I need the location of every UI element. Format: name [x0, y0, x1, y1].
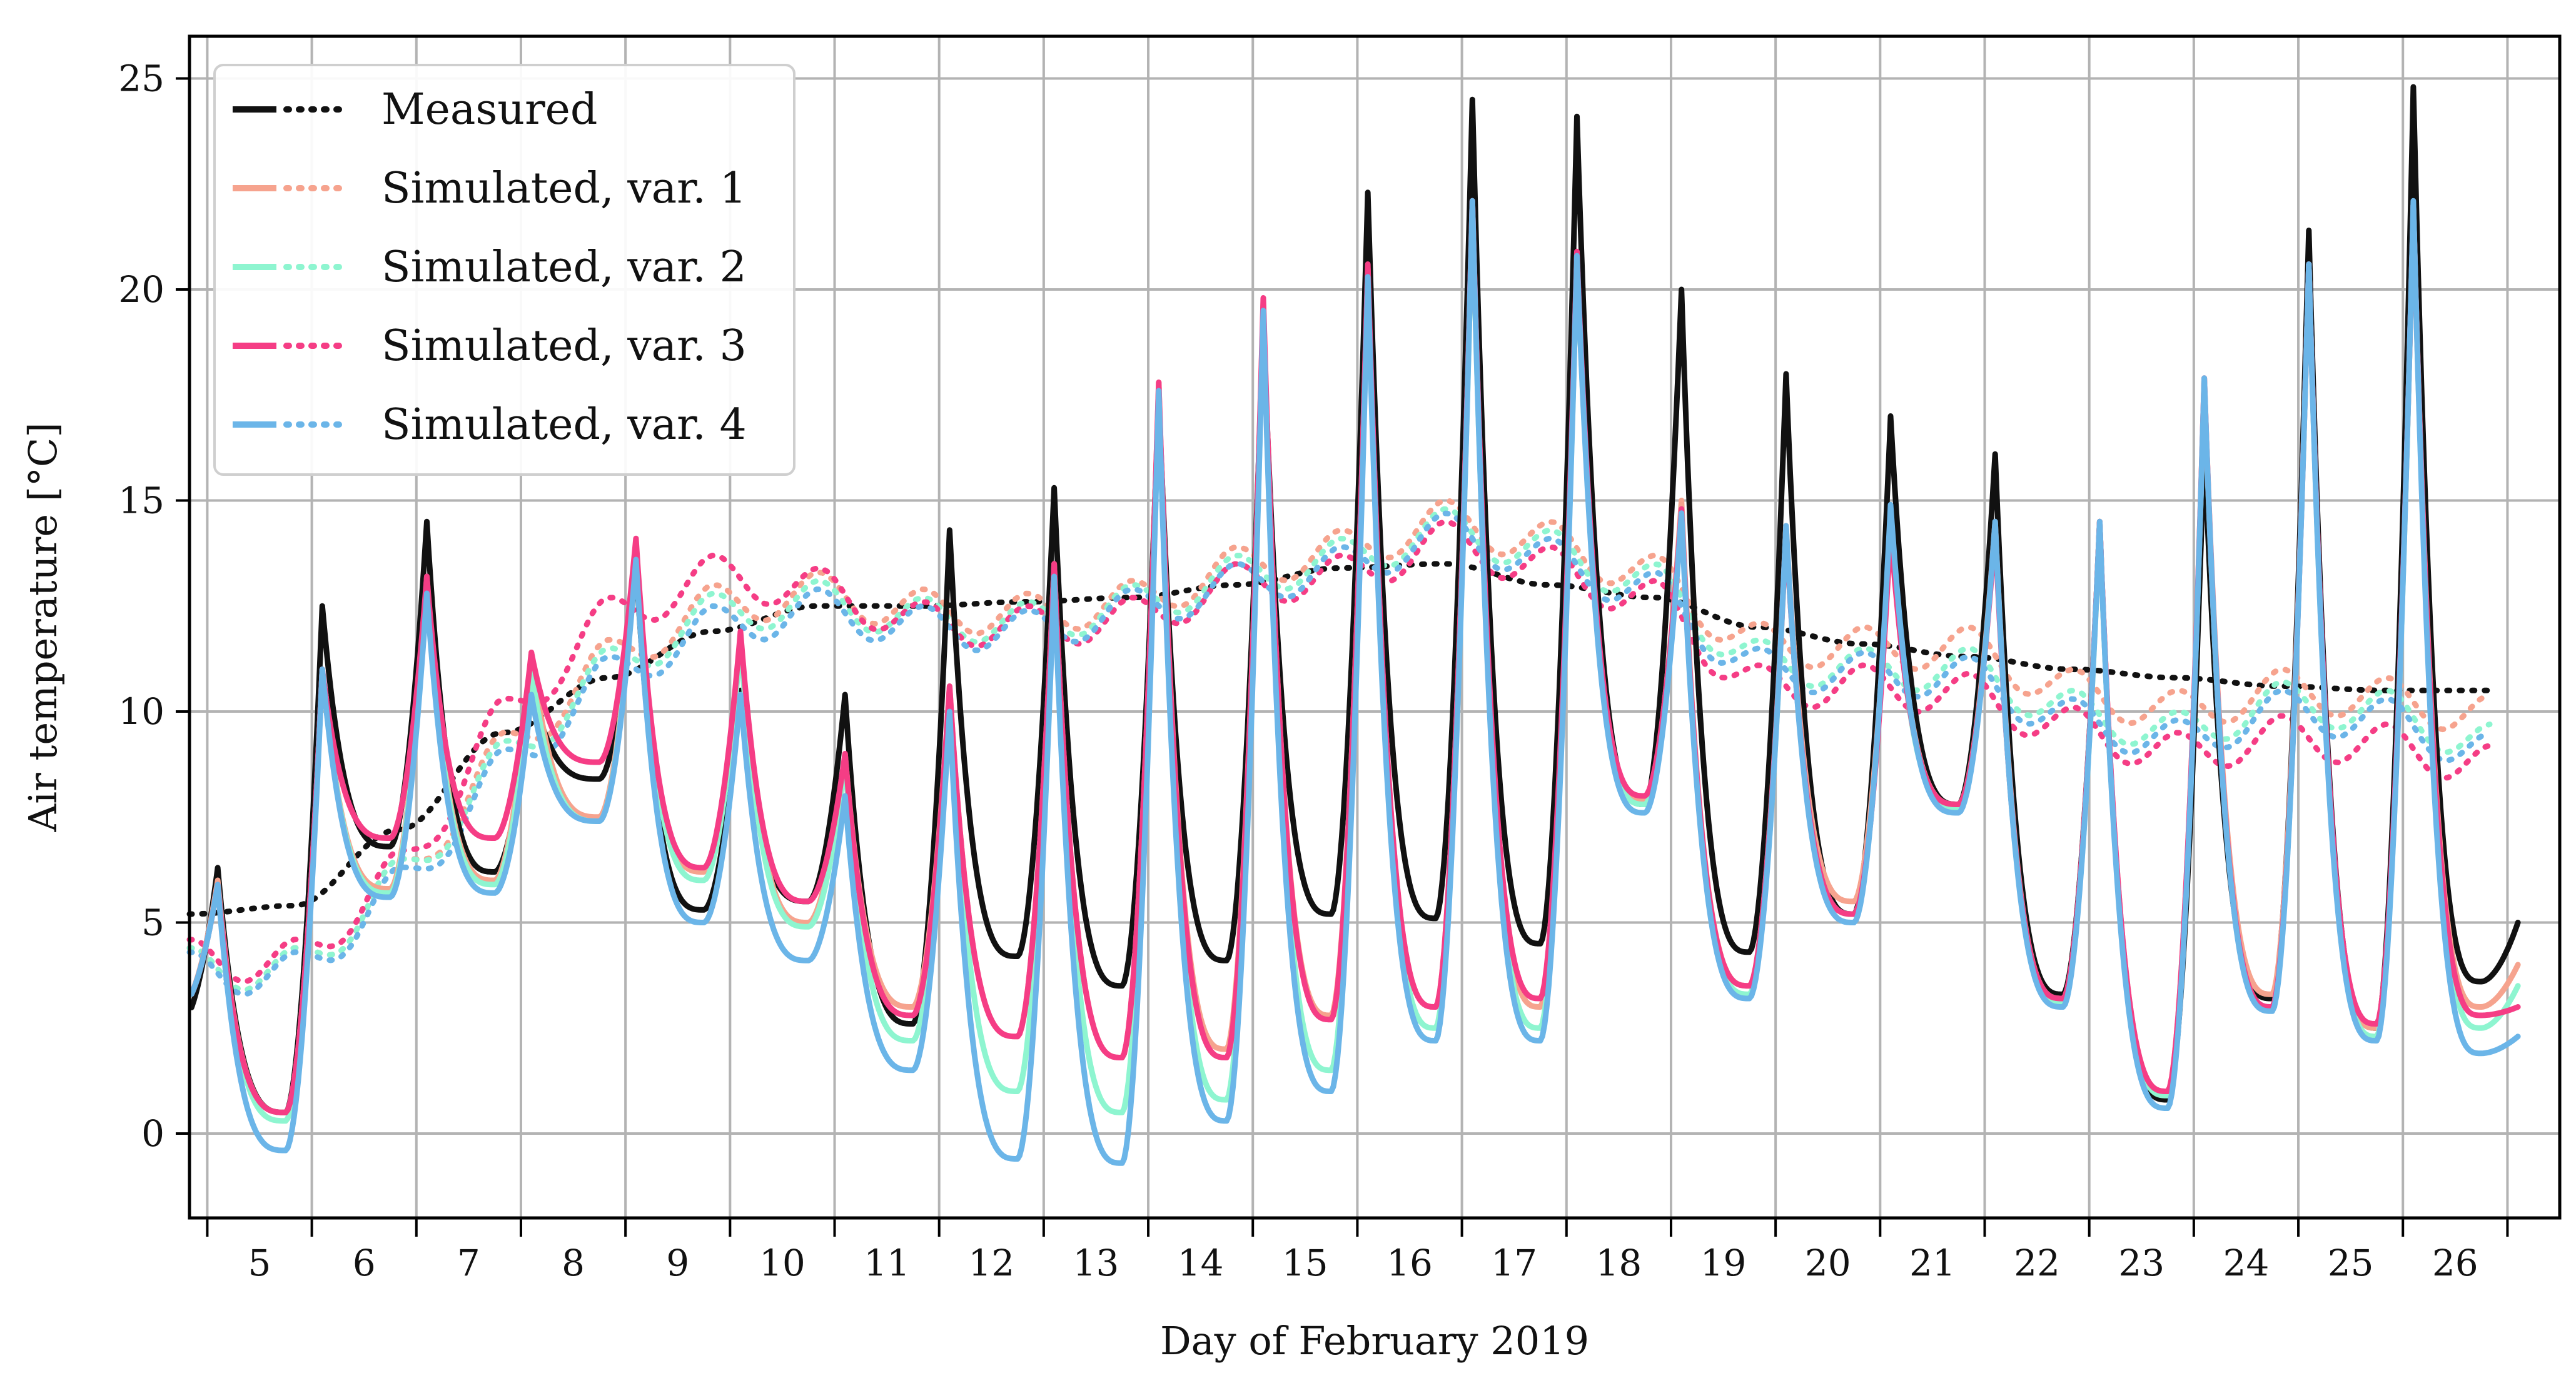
y-tick-label: 20: [118, 268, 164, 311]
x-tick-label: 6: [353, 1242, 376, 1284]
x-tick-label: 19: [1700, 1242, 1747, 1284]
legend-label: Simulated, var. 1: [381, 164, 747, 213]
x-tick-label: 14: [1178, 1242, 1224, 1284]
series-lines: [186, 84, 2521, 1166]
x-tick-label: 9: [666, 1242, 689, 1284]
x-tick-label: 23: [2118, 1242, 2164, 1284]
x-tick-label: 20: [1805, 1242, 1851, 1284]
x-tick-label: 15: [1282, 1242, 1328, 1284]
x-tick-label: 18: [1595, 1242, 1642, 1284]
y-tick-label: 15: [118, 480, 164, 522]
x-tick-label: 12: [968, 1242, 1014, 1284]
series-3-long-term-line: [186, 506, 2493, 993]
x-tick-label: 22: [2014, 1242, 2060, 1284]
series-5-line: [188, 198, 2521, 1166]
y-axis-label: Air temperature [°C]: [20, 422, 66, 832]
legend: Measured Simulated, var. 1 Simulated, var.…: [213, 64, 796, 476]
plot-frame: [188, 34, 2562, 1220]
legend-box: [213, 64, 796, 476]
x-tick-label: 11: [864, 1242, 910, 1284]
x-tick-label: 13: [1073, 1242, 1119, 1284]
x-tick-label: 26: [2432, 1242, 2478, 1284]
x-tick-label: 21: [1909, 1242, 1956, 1284]
y-tick-label: 0: [141, 1112, 164, 1155]
y-tick-label: 10: [118, 690, 164, 733]
x-tick-label: 5: [248, 1242, 271, 1284]
y-tick-label: 25: [118, 58, 164, 100]
x-tick-label: 16: [1386, 1242, 1433, 1284]
x-tick-label: 8: [562, 1242, 585, 1284]
x-tick-label: 10: [759, 1242, 806, 1284]
series-4-long-term-line: [186, 518, 2493, 985]
legend-label: Simulated, var. 2: [381, 243, 747, 292]
x-tick-label: 25: [2328, 1242, 2374, 1284]
legend-label: Simulated, var. 4: [381, 400, 747, 450]
x-axis-label: Day of February 2019: [1160, 1318, 1589, 1364]
x-tick-label: 17: [1491, 1242, 1537, 1284]
legend-label: Measured: [381, 85, 597, 134]
axis-ticks: 0 5 10 15 20 25 5 6 7 8 9 10 11 12 13 14 15 16 17 18 19 20 21 2…: [118, 58, 2509, 1284]
y-tick-label: 5: [141, 902, 164, 944]
legend-label: Simulated, var. 3: [381, 321, 747, 371]
x-tick-label: 7: [457, 1242, 480, 1284]
x-tick-label: 24: [2223, 1242, 2270, 1284]
